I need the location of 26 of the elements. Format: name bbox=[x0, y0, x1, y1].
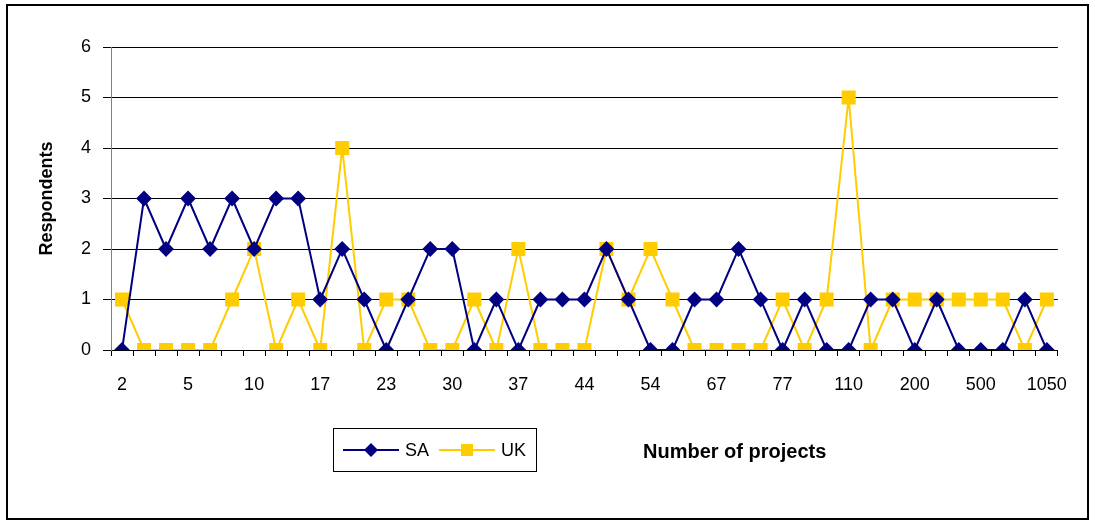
x-tick-label: 17 bbox=[310, 373, 331, 394]
y-tick-label: 6 bbox=[80, 35, 91, 56]
x-tick-label: 67 bbox=[706, 373, 727, 394]
x-tick-label: 77 bbox=[772, 373, 793, 394]
y-tick-label: 0 bbox=[80, 338, 91, 359]
x-tick-label: 110 bbox=[834, 373, 864, 394]
y-axis-title: Respondents bbox=[35, 141, 56, 256]
y-tick-label: 1 bbox=[80, 288, 91, 309]
x-tick-label: 37 bbox=[508, 373, 529, 394]
legend-label: UK bbox=[501, 439, 527, 461]
x-tick-label: 23 bbox=[376, 373, 397, 394]
y-tick-label: 4 bbox=[80, 136, 91, 157]
y-tick-label: 3 bbox=[80, 187, 91, 208]
x-tick-label: 44 bbox=[574, 373, 595, 394]
y-tick-label: 2 bbox=[80, 237, 91, 258]
x-tick-label: 5 bbox=[183, 373, 194, 394]
x-tick-label: 10 bbox=[244, 373, 265, 394]
x-tick-label: 2 bbox=[117, 373, 128, 394]
x-tick-label: 54 bbox=[640, 373, 661, 394]
legend-label: SA bbox=[405, 439, 430, 461]
x-tick-label: 200 bbox=[899, 373, 930, 394]
x-axis-title: Number of projects bbox=[643, 439, 827, 463]
x-tick-label: 30 bbox=[442, 373, 463, 394]
x-tick-label: 500 bbox=[965, 373, 996, 394]
x-tick-label: 1050 bbox=[1026, 373, 1067, 394]
y-tick-label: 5 bbox=[80, 86, 91, 107]
